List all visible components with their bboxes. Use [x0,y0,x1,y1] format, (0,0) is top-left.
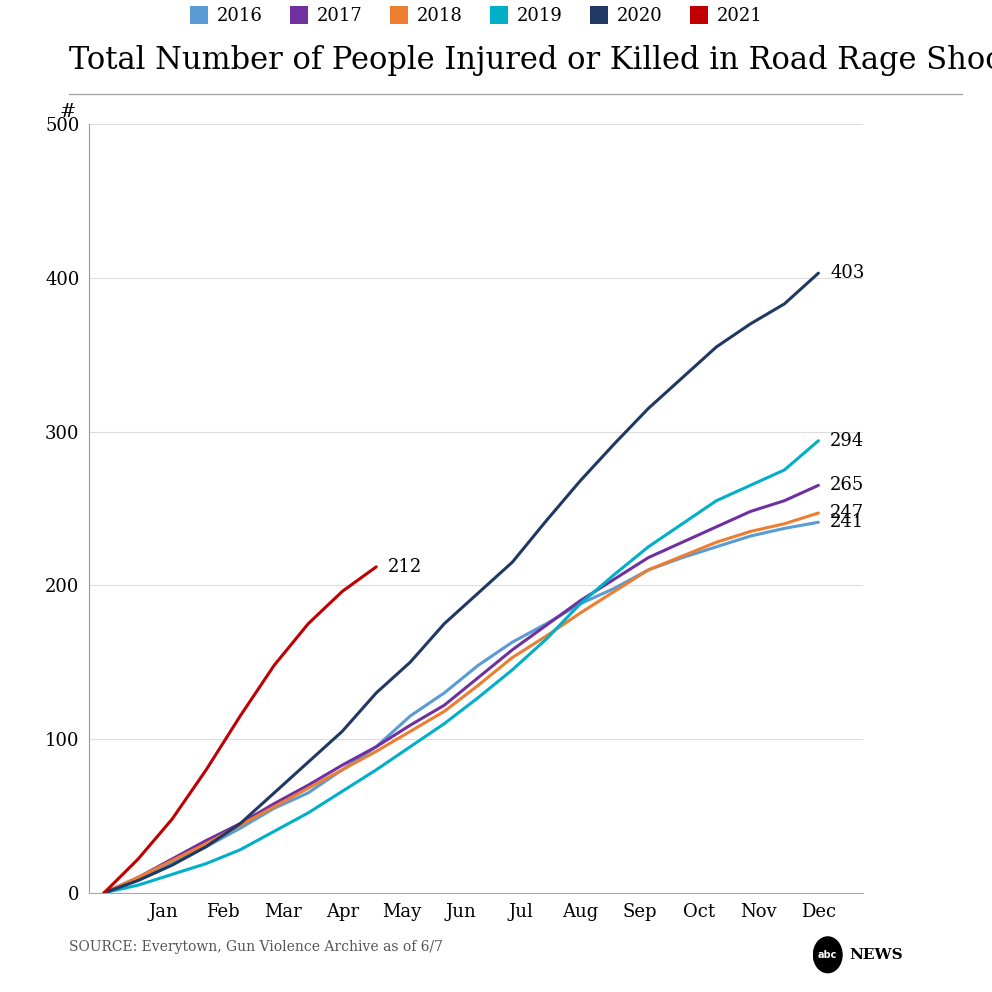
Text: SOURCE: Everytown, Gun Violence Archive as of 6/7: SOURCE: Everytown, Gun Violence Archive … [69,940,443,954]
Text: Total Number of People Injured or Killed in Road Rage Shootings: Total Number of People Injured or Killed… [69,45,992,75]
Legend: 2016, 2017, 2018, 2019, 2020, 2021: 2016, 2017, 2018, 2019, 2020, 2021 [183,0,770,33]
Text: 212: 212 [388,558,423,575]
Text: 403: 403 [830,264,865,282]
Text: 241: 241 [830,513,865,532]
Text: 247: 247 [830,504,864,522]
Circle shape [813,936,842,972]
Text: 265: 265 [830,476,865,494]
Text: #: # [60,103,76,121]
Text: NEWS: NEWS [849,947,903,962]
Text: abc: abc [818,949,837,960]
Text: 294: 294 [830,432,865,449]
